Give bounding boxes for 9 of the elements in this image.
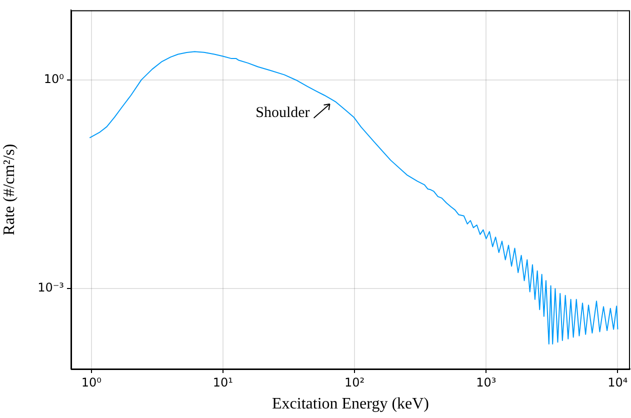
annotation: Shoulder [256, 104, 310, 121]
x-tick-label: 10³ [476, 375, 496, 390]
y-axis-title: Rate (#/cm²/s) [0, 144, 18, 236]
x-tick-label: 10⁰ [81, 375, 102, 390]
x-axis-title: Excitation Energy (keV) [272, 396, 429, 413]
x-tick-label: 10¹ [212, 375, 234, 390]
x-tick-label: 10² [344, 375, 365, 390]
y-tick-label: 10⁻³ [38, 280, 64, 295]
x-tick-label: 10⁴ [608, 375, 628, 390]
